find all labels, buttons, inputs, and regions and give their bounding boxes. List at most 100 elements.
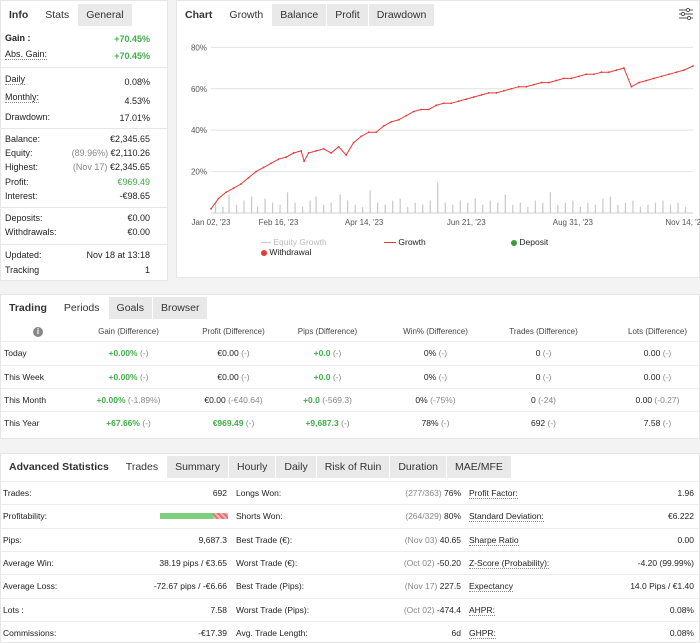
- x-tick-label: Jan 02, '23: [192, 218, 231, 227]
- period-diff: (-): [338, 418, 350, 428]
- tab-chart[interactable]: Chart: [177, 4, 222, 26]
- interest-value: -€98.65: [119, 191, 150, 201]
- growth-point: [623, 67, 625, 69]
- period-cell-pips: +0.0 (-): [285, 348, 370, 358]
- tab-drawdown[interactable]: Drawdown: [368, 4, 436, 26]
- tab-balance[interactable]: Balance: [272, 4, 328, 26]
- header-gain[interactable]: Gain (Difference): [98, 327, 159, 336]
- legend-withdrawal[interactable]: Withdrawal: [261, 247, 311, 257]
- tab-periods[interactable]: Periods: [55, 297, 109, 319]
- tab-hourly[interactable]: Hourly: [229, 456, 277, 478]
- legend-equity[interactable]: Equity Growth: [261, 237, 327, 247]
- equity-value: €2,110.26: [110, 148, 150, 158]
- daily-label[interactable]: Daily: [5, 74, 26, 85]
- deposits-label: Deposits:: [5, 213, 43, 223]
- tab-daily[interactable]: Daily: [276, 456, 317, 478]
- growth-chart[interactable]: 80% 60% 40% 20% Jan 02, '23 Feb 16, '23 Apr 14…: [177, 31, 700, 261]
- adv-col3-value: 0.00: [677, 535, 694, 545]
- periods-info-icon[interactable]: i: [33, 327, 43, 337]
- tab-general[interactable]: General: [78, 4, 133, 26]
- divider: [1, 128, 167, 129]
- profitability-fill: [160, 513, 214, 519]
- header-pips[interactable]: Pips (Difference): [297, 327, 358, 336]
- withdrawals-value: €0.00: [127, 227, 150, 237]
- period-diff: (-): [660, 372, 672, 382]
- period-row: This Month +0.00% (-1.89%) €0.00 (-€40.64)…: [1, 388, 699, 410]
- adv-col3-label[interactable]: Z-Score (Probability):: [469, 558, 550, 569]
- period-cell-profit: €0.00 (-€40.64): [191, 395, 276, 405]
- daily-bar: [286, 192, 289, 213]
- legend-deposit[interactable]: Deposit: [511, 237, 548, 247]
- period-diff: (-): [436, 372, 448, 382]
- tab-growth[interactable]: Growth: [221, 4, 273, 26]
- growth-point: [592, 73, 595, 76]
- daily-bar: [271, 202, 274, 213]
- period-label: This Week: [4, 372, 44, 382]
- adv-col3-label[interactable]: Expectancy: [469, 581, 513, 592]
- period-diff: (-): [660, 418, 672, 428]
- adv-col3-label[interactable]: Standard Deviation:: [469, 511, 544, 522]
- tab-mae-mfe[interactable]: MAE/MFE: [447, 456, 512, 478]
- tab-goals[interactable]: Goals: [108, 297, 153, 319]
- abs-gain-label[interactable]: Abs. Gain:: [5, 49, 48, 60]
- adv-col2-value: 6d: [451, 628, 461, 638]
- adv-col2-label: Longs Won:: [236, 488, 282, 498]
- chart-legend: Equity Growth Growth Deposit Withdrawal: [177, 237, 700, 261]
- equity-note: (89.96%): [71, 148, 109, 158]
- tab-summary[interactable]: Summary: [167, 456, 230, 478]
- growth-point: [262, 166, 265, 169]
- daily-bar: [669, 204, 672, 213]
- updated-row: Updated: Nov 18 at 13:18: [1, 249, 167, 263]
- header-trades[interactable]: Trades (Difference): [509, 327, 578, 336]
- adv-col2-value: 80%: [443, 511, 461, 521]
- tab-profit[interactable]: Profit: [327, 4, 369, 26]
- growth-point: [285, 156, 287, 158]
- growth-point: [330, 152, 333, 154]
- adv-col3-label[interactable]: Profit Factor:: [469, 488, 518, 499]
- tab-risk-of-ruin[interactable]: Risk of Ruin: [316, 456, 391, 478]
- adv-col3-value: 0.08%: [669, 628, 694, 638]
- highest-label: Highest:: [5, 162, 39, 172]
- daily-bar: [214, 202, 217, 213]
- daily-bar: [250, 196, 253, 213]
- header-win[interactable]: Win% (Difference): [403, 327, 468, 336]
- adv-col3-label[interactable]: GHPR:: [469, 628, 496, 639]
- tab-info[interactable]: Info: [1, 4, 38, 26]
- advanced-stats-panel: Advanced Statistics Trades Summary Hourl…: [0, 453, 700, 643]
- daily-bar: [519, 202, 521, 213]
- tab-browser[interactable]: Browser: [152, 297, 209, 319]
- adv-col2-value: -50.20: [436, 558, 461, 568]
- growth-point: [375, 131, 378, 134]
- legend-growth[interactable]: Growth: [384, 237, 426, 247]
- daily-bar: [315, 196, 317, 213]
- adv-col3-label[interactable]: AHPR:: [469, 605, 495, 616]
- adv-col2-label: Worst Trade (Pips):: [236, 605, 310, 615]
- adv-col3-label[interactable]: Sharpe Ratio: [469, 535, 519, 546]
- growth-point: [307, 152, 310, 154]
- period-cell-trades: 0 (-): [501, 372, 586, 382]
- x-tick-label: Apr 14, '23: [345, 218, 384, 227]
- adv-col2-value-group: (Nov 03) 40.65: [405, 535, 461, 545]
- withdrawals-row: Withdrawals: €0.00: [1, 226, 167, 240]
- tab-stats[interactable]: Stats: [37, 4, 79, 26]
- period-value: 0%: [423, 372, 437, 382]
- adv-col2-note: (264/329): [405, 511, 444, 521]
- tab-trading[interactable]: Trading: [1, 297, 56, 319]
- daily-bar: [624, 202, 627, 213]
- monthly-label[interactable]: Monthly:: [5, 92, 40, 103]
- trading-tabs: Trading Periods Goals Browser: [1, 297, 209, 319]
- period-value: +0.00%: [108, 372, 138, 382]
- settings-sliders-icon[interactable]: [679, 7, 693, 21]
- period-value: 0: [535, 348, 541, 358]
- legend-withdrawal-dot: [261, 249, 267, 256]
- period-value: +0.0: [313, 372, 331, 382]
- header-lots[interactable]: Lots (Difference): [628, 327, 687, 336]
- tab-advanced-statistics[interactable]: Advanced Statistics: [1, 456, 118, 478]
- daily-bar: [474, 198, 476, 213]
- adv-row: Average Win: 38.19 pips / €3.65 Worst Trad…: [1, 551, 699, 574]
- tab-trades[interactable]: Trades: [117, 456, 168, 478]
- legend-withdrawal-label: Withdrawal: [269, 247, 312, 257]
- daily-bar: [632, 200, 634, 213]
- tab-duration[interactable]: Duration: [390, 456, 448, 478]
- header-profit[interactable]: Profit (Difference): [202, 327, 265, 336]
